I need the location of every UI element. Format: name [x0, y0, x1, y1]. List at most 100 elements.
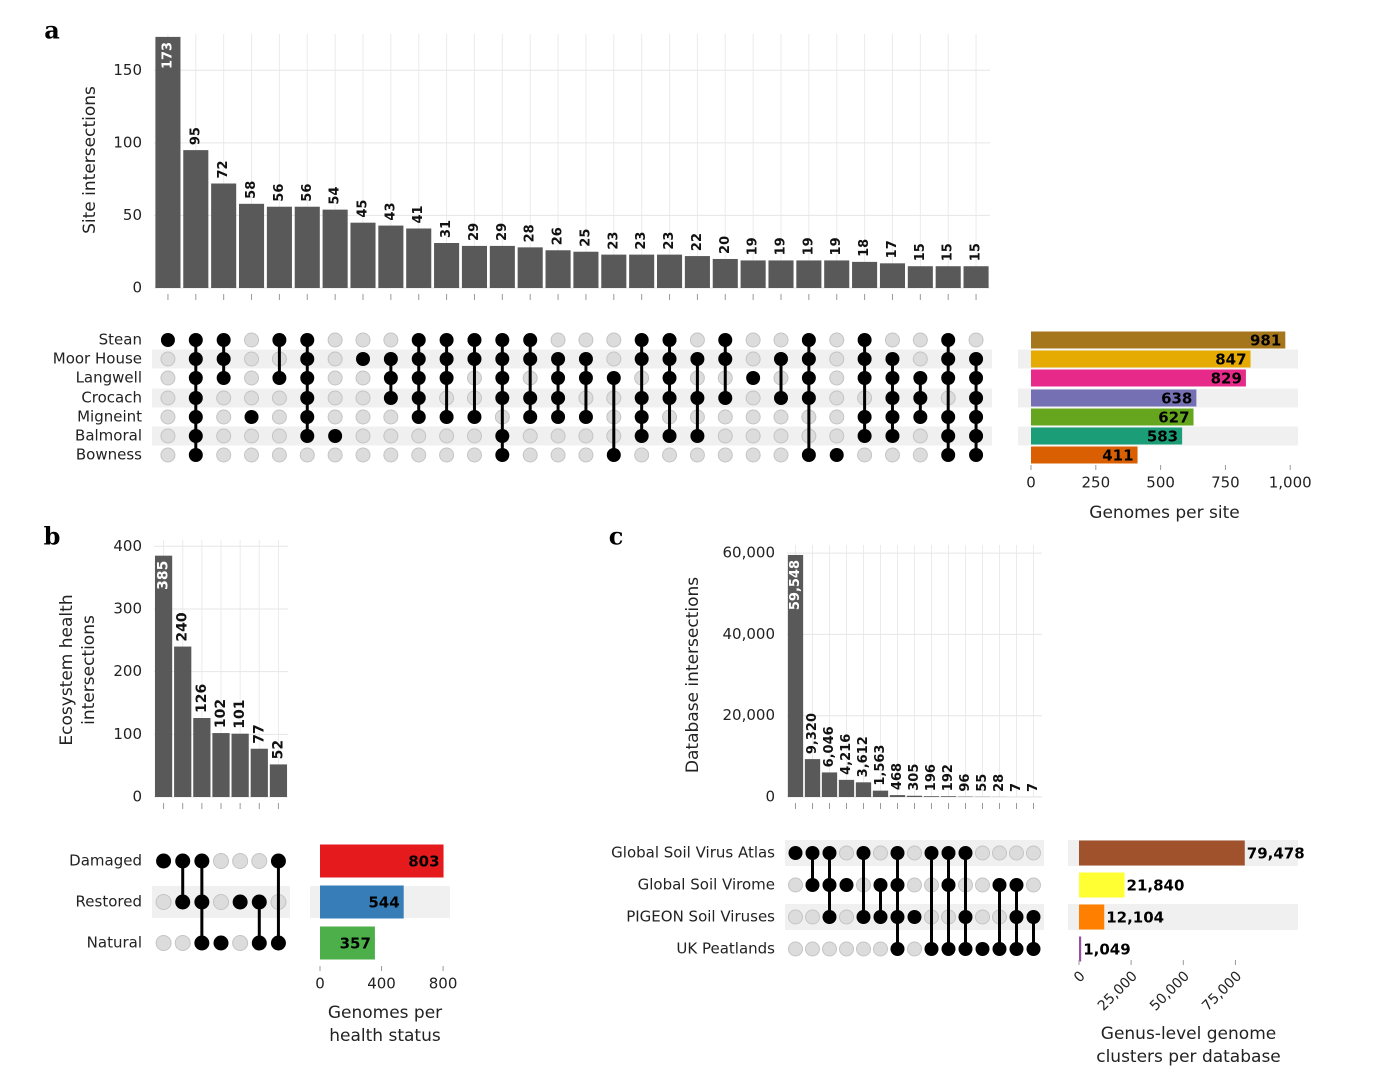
y-tick-label: 300 — [113, 599, 142, 617]
dot-filled — [383, 391, 398, 405]
x-tick-label: 25,000 — [1095, 968, 1141, 1014]
set-size-bar — [1079, 872, 1125, 898]
dot-empty — [912, 447, 928, 463]
dot-empty — [216, 409, 232, 425]
bar — [872, 790, 889, 797]
set-name: Stean — [99, 331, 142, 349]
dot-empty — [411, 428, 427, 444]
dot-filled — [885, 371, 900, 385]
dot-filled — [801, 352, 816, 366]
dot-empty — [383, 428, 399, 444]
x-tick-label: 0 — [1026, 474, 1036, 492]
dot-filled — [244, 410, 259, 424]
bar — [923, 796, 940, 797]
row-stripe — [1068, 904, 1298, 930]
value-label: 126 — [194, 684, 210, 713]
dot-empty — [975, 909, 990, 925]
dot-empty — [788, 909, 803, 925]
dot-empty — [466, 447, 482, 463]
dot-filled — [495, 371, 510, 385]
set-name: Migneint — [77, 408, 142, 426]
dot-empty — [745, 447, 761, 463]
dot-filled — [1026, 910, 1041, 924]
set-name: Bowness — [76, 446, 142, 464]
dot-filled — [969, 352, 984, 366]
dot-empty — [975, 845, 990, 861]
dot-filled — [885, 429, 900, 443]
x-tick-label: 50,000 — [1147, 968, 1193, 1014]
dot-empty — [216, 428, 232, 444]
dot-filled — [439, 333, 454, 347]
dot-filled — [969, 391, 984, 405]
dot-filled — [856, 910, 871, 924]
dot-empty — [244, 351, 260, 367]
dot-filled — [1026, 942, 1041, 956]
dot-empty — [466, 428, 482, 444]
set-size-label: 803 — [408, 853, 439, 871]
dot-filled — [216, 333, 231, 347]
set-size-bar — [1031, 408, 1194, 426]
dot-filled — [439, 352, 454, 366]
set-size-bar — [1079, 936, 1082, 962]
bar — [889, 795, 906, 797]
dot-empty — [232, 853, 249, 869]
dot-filled — [801, 448, 816, 462]
dot-empty — [975, 877, 990, 893]
set-size-bar — [320, 885, 404, 919]
set-size-label: 1,049 — [1083, 941, 1130, 959]
dot-filled — [411, 371, 426, 385]
bar — [629, 254, 655, 288]
dot-filled — [411, 391, 426, 405]
dot-filled — [523, 333, 538, 347]
dot-filled — [439, 410, 454, 424]
set-name: Balmoral — [75, 427, 142, 445]
dot-filled — [822, 846, 837, 860]
dot-filled — [969, 448, 984, 462]
dot-filled — [578, 371, 593, 385]
dot-filled — [788, 846, 803, 860]
value-label: 31 — [439, 220, 454, 238]
dot-empty — [773, 447, 789, 463]
dot-filled — [467, 352, 482, 366]
dot-filled — [801, 391, 816, 405]
bar — [545, 250, 571, 288]
dot-empty — [244, 370, 260, 386]
set-size-bar — [1031, 389, 1197, 407]
dot-empty — [355, 447, 371, 463]
dot-empty — [578, 447, 594, 463]
dot-empty — [160, 428, 176, 444]
dot-filled — [232, 894, 248, 910]
dot-filled — [718, 391, 733, 405]
dot-filled — [941, 410, 956, 424]
dot-filled — [328, 429, 343, 443]
bar — [963, 266, 989, 288]
y-axis-label: Ecosystem health — [57, 594, 77, 745]
value-label: 102 — [213, 699, 229, 728]
dot-empty — [251, 853, 268, 869]
dot-empty — [829, 428, 845, 444]
x-axis-label: Genomes per — [328, 1003, 442, 1023]
dot-empty — [857, 447, 873, 463]
dot-empty — [244, 428, 260, 444]
value-label: 29 — [495, 223, 510, 241]
dot-filled — [523, 352, 538, 366]
bar — [821, 772, 838, 797]
dot-empty — [907, 877, 922, 893]
bar — [852, 261, 878, 288]
dot-empty — [788, 877, 803, 893]
dot-filled — [857, 429, 872, 443]
set-name: Restored — [76, 893, 142, 911]
value-label: 19 — [801, 237, 816, 255]
dot-empty — [1009, 845, 1024, 861]
dot-empty — [155, 894, 172, 910]
value-label: 101 — [232, 699, 248, 728]
x-tick-label: 500 — [1146, 474, 1175, 492]
dot-filled — [356, 352, 370, 366]
set-size-label: 79,478 — [1247, 845, 1305, 863]
value-label: 7 — [1009, 783, 1024, 792]
dot-filled — [941, 371, 956, 385]
value-label: 18 — [857, 239, 872, 257]
dot-filled — [801, 371, 816, 385]
bar — [879, 263, 906, 288]
set-name: Crocach — [81, 389, 142, 407]
